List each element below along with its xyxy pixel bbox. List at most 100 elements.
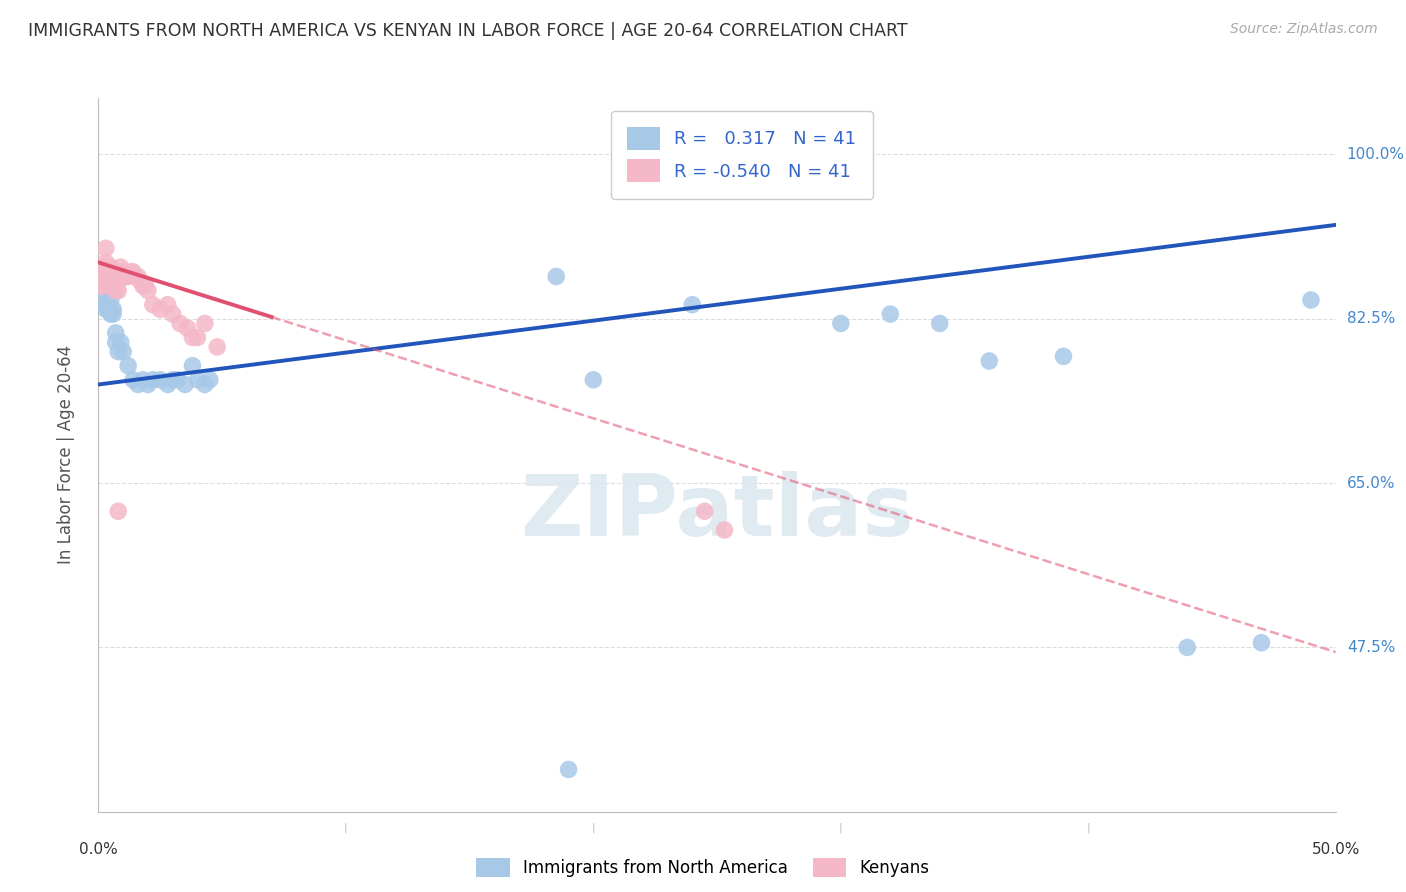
Text: 47.5%: 47.5% [1347, 640, 1395, 655]
Point [117, 359, 139, 373]
Point [100, 293, 122, 307]
Point [100, 307, 122, 321]
Point [114, 269, 136, 284]
Point [94, 255, 117, 269]
Point [156, 377, 179, 392]
Point [94, 302, 117, 317]
Point [149, 302, 172, 317]
Text: 65.0%: 65.0% [1347, 475, 1395, 491]
Point [198, 373, 221, 387]
Text: 100.0%: 100.0% [1347, 147, 1405, 162]
Text: |: | [1087, 822, 1090, 833]
Point [104, 274, 127, 288]
Point [107, 274, 129, 288]
Text: |: | [592, 822, 595, 833]
Point [110, 269, 132, 284]
Text: 50.0%: 50.0% [1312, 842, 1360, 857]
Point [1175, 640, 1198, 655]
Point [110, 260, 132, 274]
Point [90, 293, 112, 307]
Point [1250, 636, 1272, 650]
Point [103, 279, 125, 293]
Point [132, 279, 155, 293]
Point [136, 284, 159, 298]
Point [181, 330, 204, 344]
Point [97, 269, 120, 284]
Point [103, 302, 125, 317]
Legend: R =   0.317   N = 41, R = -0.540   N = 41: R = 0.317 N = 41, R = -0.540 N = 41 [612, 111, 873, 199]
Point [127, 269, 149, 284]
Text: IMMIGRANTS FROM NORTH AMERICA VS KENYAN IN LABOR FORCE | AGE 20-64 CORRELATION C: IMMIGRANTS FROM NORTH AMERICA VS KENYAN … [28, 22, 908, 40]
Point [104, 326, 127, 340]
Point [205, 340, 228, 354]
Point [94, 298, 117, 312]
Point [90, 269, 112, 284]
Point [90, 279, 112, 293]
Point [879, 307, 901, 321]
Point [693, 504, 716, 518]
Point [582, 373, 605, 387]
Point [194, 317, 217, 331]
Point [124, 269, 146, 284]
Point [169, 317, 191, 331]
Point [112, 265, 135, 279]
Point [149, 373, 172, 387]
Point [122, 265, 145, 279]
Point [103, 265, 125, 279]
Point [93, 260, 115, 274]
Point [693, 147, 716, 161]
Point [546, 269, 568, 284]
Point [166, 373, 188, 387]
Point [557, 763, 579, 777]
Point [97, 293, 120, 307]
Point [136, 377, 159, 392]
Y-axis label: In Labor Force | Age 20-64: In Labor Force | Age 20-64 [56, 345, 75, 565]
Point [120, 265, 142, 279]
Point [127, 377, 149, 392]
Point [134, 279, 156, 293]
Text: ZIPatlas: ZIPatlas [520, 470, 914, 554]
Point [97, 260, 120, 274]
Point [830, 317, 852, 331]
Point [107, 504, 129, 518]
Text: Source: ZipAtlas.com: Source: ZipAtlas.com [1230, 22, 1378, 37]
Point [107, 284, 129, 298]
Text: |: | [344, 822, 347, 833]
Point [103, 307, 125, 321]
Point [94, 241, 117, 255]
Point [176, 321, 198, 335]
Text: |: | [839, 822, 842, 833]
Point [174, 377, 197, 392]
Point [979, 354, 1001, 368]
Point [110, 335, 132, 350]
Point [156, 298, 179, 312]
Point [162, 373, 184, 387]
Point [100, 274, 122, 288]
Point [681, 298, 703, 312]
Point [104, 284, 127, 298]
Point [107, 344, 129, 359]
Point [112, 344, 135, 359]
Point [142, 298, 165, 312]
Text: 82.5%: 82.5% [1347, 311, 1395, 326]
Point [194, 377, 217, 392]
Point [93, 279, 115, 293]
Point [162, 307, 184, 321]
Point [928, 317, 950, 331]
Point [1299, 293, 1322, 307]
Point [132, 373, 155, 387]
Point [129, 274, 152, 288]
Point [181, 359, 204, 373]
Point [713, 523, 735, 537]
Point [97, 302, 120, 317]
Legend: Immigrants from North America, Kenyans: Immigrants from North America, Kenyans [470, 851, 936, 884]
Point [93, 298, 115, 312]
Point [122, 373, 145, 387]
Point [186, 330, 208, 344]
Point [117, 269, 139, 284]
Point [186, 373, 208, 387]
Point [1052, 349, 1074, 363]
Point [104, 335, 127, 350]
Text: 0.0%: 0.0% [79, 842, 118, 857]
Point [142, 373, 165, 387]
